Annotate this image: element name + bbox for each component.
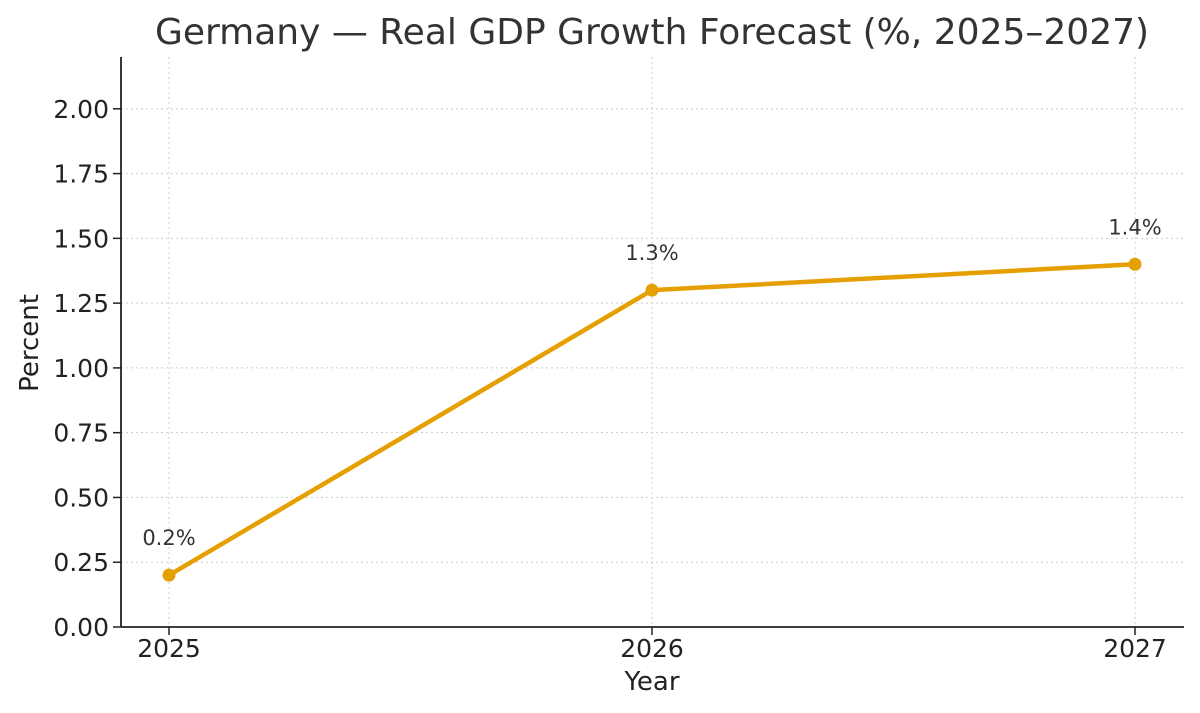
x-axis-label: Year <box>623 667 679 697</box>
chart-title: Germany — Real GDP Growth Forecast (%, 2… <box>155 12 1149 53</box>
y-tick-label: 1.25 <box>53 289 109 318</box>
y-axis-label: Percent <box>15 294 45 392</box>
x-tick-label: 2025 <box>137 634 201 663</box>
y-tick-label: 0.75 <box>53 419 109 448</box>
y-tick-label: 0.25 <box>53 548 109 577</box>
data-point <box>645 283 659 297</box>
y-tick-label: 1.50 <box>53 224 109 253</box>
series <box>162 257 1142 582</box>
y-tick-label: 1.00 <box>53 354 109 383</box>
data-point <box>162 568 176 582</box>
x-tick-label: 2026 <box>620 634 684 663</box>
y-tick-label: 0.50 <box>53 483 109 512</box>
ticks: 0.00 0.25 0.50 0.75 1.00 1.25 1.50 1.75 2.00 2025… <box>53 95 1166 663</box>
data-value-label: 1.4% <box>1108 215 1161 239</box>
data-point <box>1128 257 1142 271</box>
data-labels: 0.2% 1.3% 1.4% <box>142 215 1161 550</box>
grid <box>121 57 1184 628</box>
data-value-label: 0.2% <box>142 526 195 550</box>
y-tick-label: 2.00 <box>53 95 109 124</box>
y-tick-label: 1.75 <box>53 160 109 189</box>
data-value-label: 1.3% <box>625 241 678 265</box>
x-tick-label: 2027 <box>1103 634 1167 663</box>
y-tick-label: 0.00 <box>53 613 109 642</box>
